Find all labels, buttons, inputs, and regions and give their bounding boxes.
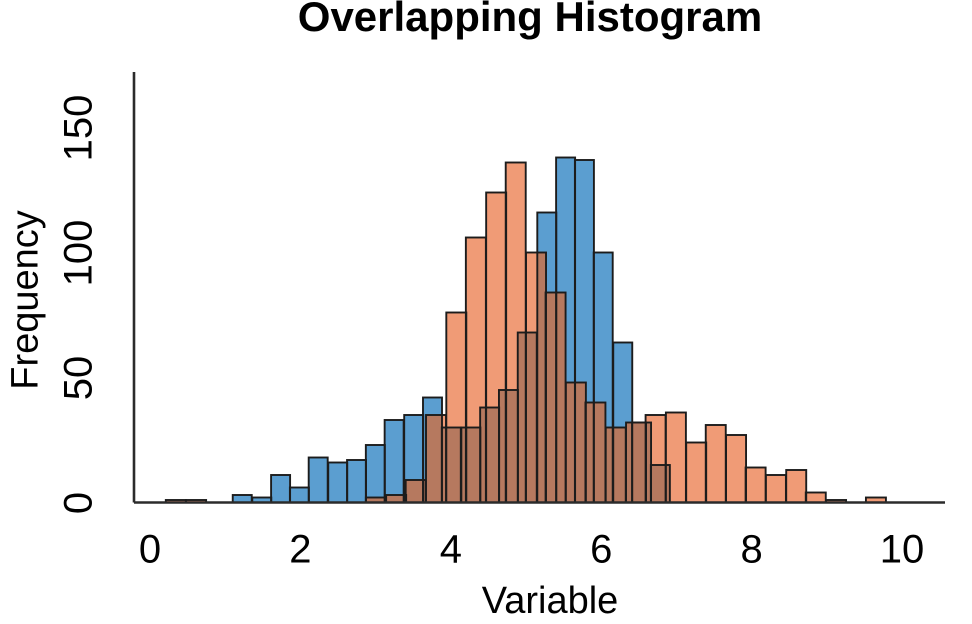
overlap-region bbox=[537, 252, 547, 503]
x-tick-label: 6 bbox=[590, 527, 613, 572]
blue-bar bbox=[365, 445, 385, 503]
orange-bar bbox=[665, 412, 686, 503]
overlap-region bbox=[565, 382, 576, 503]
overlap-region bbox=[480, 407, 486, 503]
x-tick-label: 0 bbox=[138, 527, 162, 572]
x-tick-label: 8 bbox=[740, 527, 763, 572]
orange-bar bbox=[705, 425, 726, 503]
overlap-region bbox=[461, 427, 467, 503]
blue-bar bbox=[347, 460, 367, 503]
overlap-region bbox=[441, 427, 447, 503]
blue-bar bbox=[308, 457, 328, 503]
x-tick-label: 10 bbox=[879, 527, 925, 572]
overlap-region bbox=[626, 422, 633, 503]
x-tick-label: 2 bbox=[289, 527, 312, 572]
y-axis-label: Frequency bbox=[4, 210, 47, 390]
y-tick-label: 150 bbox=[56, 94, 101, 161]
overlap-region bbox=[632, 422, 647, 503]
overlap-region bbox=[585, 402, 594, 503]
y-tick-label: 50 bbox=[56, 355, 101, 400]
orange-bar bbox=[865, 497, 886, 503]
overlap-region bbox=[498, 390, 507, 503]
overlap-region bbox=[426, 415, 442, 503]
overlap-region bbox=[517, 332, 526, 503]
orange-bar bbox=[765, 475, 786, 503]
x-tick-label: 4 bbox=[439, 527, 462, 572]
overlap-region bbox=[422, 480, 426, 503]
overlap-region bbox=[365, 497, 385, 503]
orange-bar bbox=[686, 442, 707, 503]
blue-bar bbox=[232, 495, 252, 503]
orange-bar bbox=[786, 470, 807, 503]
blue-bar bbox=[252, 497, 272, 503]
overlap-region bbox=[465, 427, 481, 503]
overlap-region bbox=[505, 390, 518, 503]
blue-bar bbox=[328, 462, 348, 503]
x-axis-label: Variable bbox=[481, 580, 619, 622]
overlap-region bbox=[405, 480, 424, 503]
overlap-region bbox=[605, 427, 613, 503]
chart-title: Overlapping Histogram bbox=[297, 0, 763, 40]
orange-bar bbox=[805, 492, 826, 503]
y-tick-label: 0 bbox=[56, 491, 101, 514]
overlap-region bbox=[665, 465, 670, 503]
blue-bar bbox=[289, 487, 309, 503]
blue-bar bbox=[271, 475, 291, 503]
overlap-region bbox=[650, 465, 666, 503]
overlap-region bbox=[386, 495, 404, 503]
overlap-region bbox=[486, 407, 500, 503]
overlap-region bbox=[446, 427, 461, 503]
overlap-region bbox=[574, 382, 586, 503]
overlap-region bbox=[645, 422, 652, 503]
orange-bar bbox=[726, 435, 747, 503]
overlap-region bbox=[613, 427, 626, 503]
blue-bar bbox=[384, 420, 404, 503]
orange-bar bbox=[745, 467, 766, 503]
overlap-region bbox=[526, 332, 537, 503]
overlap-region bbox=[545, 292, 557, 503]
overlap-region bbox=[556, 292, 566, 503]
y-tick-label: 100 bbox=[56, 219, 101, 286]
overlap-region bbox=[593, 402, 606, 503]
